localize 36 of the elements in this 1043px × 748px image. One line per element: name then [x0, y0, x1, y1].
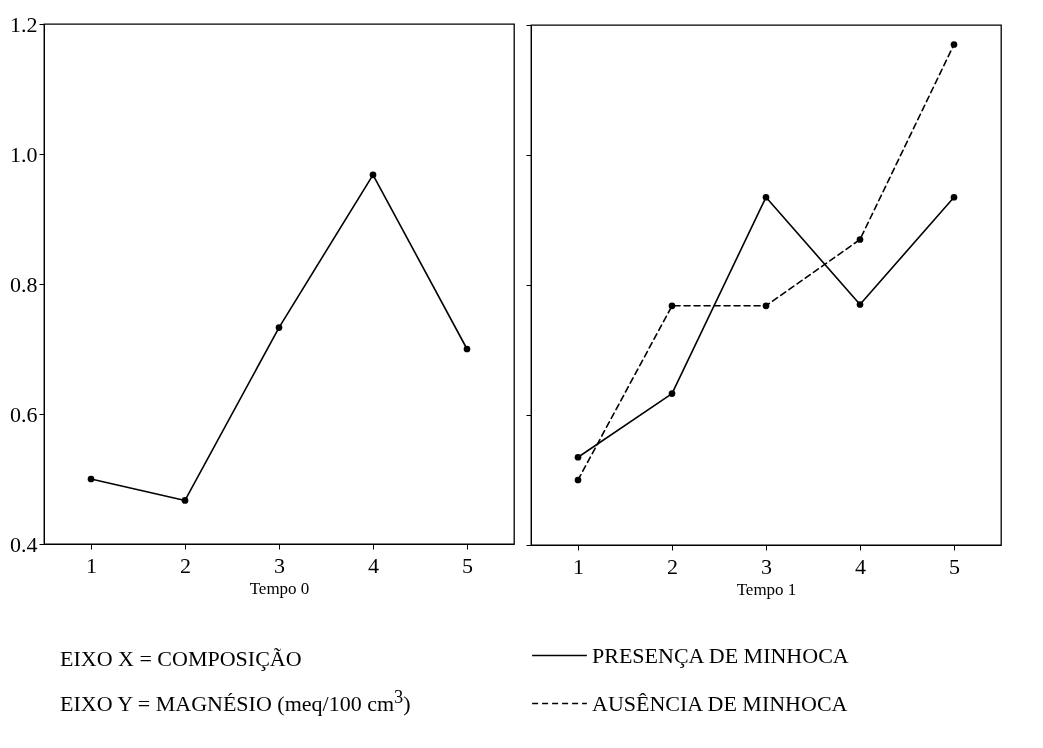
point: [463, 345, 471, 353]
x-tick-label: 3: [274, 552, 285, 578]
point: [87, 475, 95, 483]
x-axis-title: Tempo 0: [249, 578, 310, 598]
x-tick-label: 3: [761, 553, 772, 579]
y-tick-label: 0.6: [10, 401, 38, 427]
point: [668, 390, 676, 397]
x-axis-title: Tempo 1: [736, 579, 797, 599]
x-tick-label: 4: [855, 553, 866, 579]
y-tick-label: 1.0: [10, 141, 38, 167]
point: [369, 171, 377, 179]
y-tick-label: 0.4: [10, 531, 38, 557]
point: [574, 453, 582, 461]
point: [762, 302, 770, 310]
point: [950, 41, 958, 48]
point: [950, 193, 958, 201]
text: EIXO Y = MAGNÉSIO (meq/100 cm$^{3}$): [60, 686, 411, 719]
point: [762, 193, 770, 201]
text: EIXO X = COMPOSIÇÃO: [60, 645, 303, 673]
x-tick-label: 2: [667, 553, 678, 579]
legend-label: AUSÊNCIA DE MINHOCA: [592, 690, 848, 716]
point: [856, 301, 864, 308]
y-tick-label: 0.8: [10, 271, 38, 297]
x-tick-label: 2: [180, 552, 191, 578]
y-tick-label: 1.2: [10, 11, 38, 37]
legend-label: PRESENÇA DE MINHOCA: [592, 642, 849, 668]
x-tick-label: 5: [462, 552, 473, 578]
point: [181, 497, 189, 504]
point: [574, 476, 582, 484]
x-tick-label: 1: [573, 553, 584, 579]
x-tick-label: 4: [368, 552, 379, 578]
point: [856, 236, 864, 243]
x-tick-label: 1: [86, 552, 97, 578]
point: [275, 324, 283, 331]
x-tick-label: 5: [949, 553, 960, 579]
point: [668, 302, 676, 310]
